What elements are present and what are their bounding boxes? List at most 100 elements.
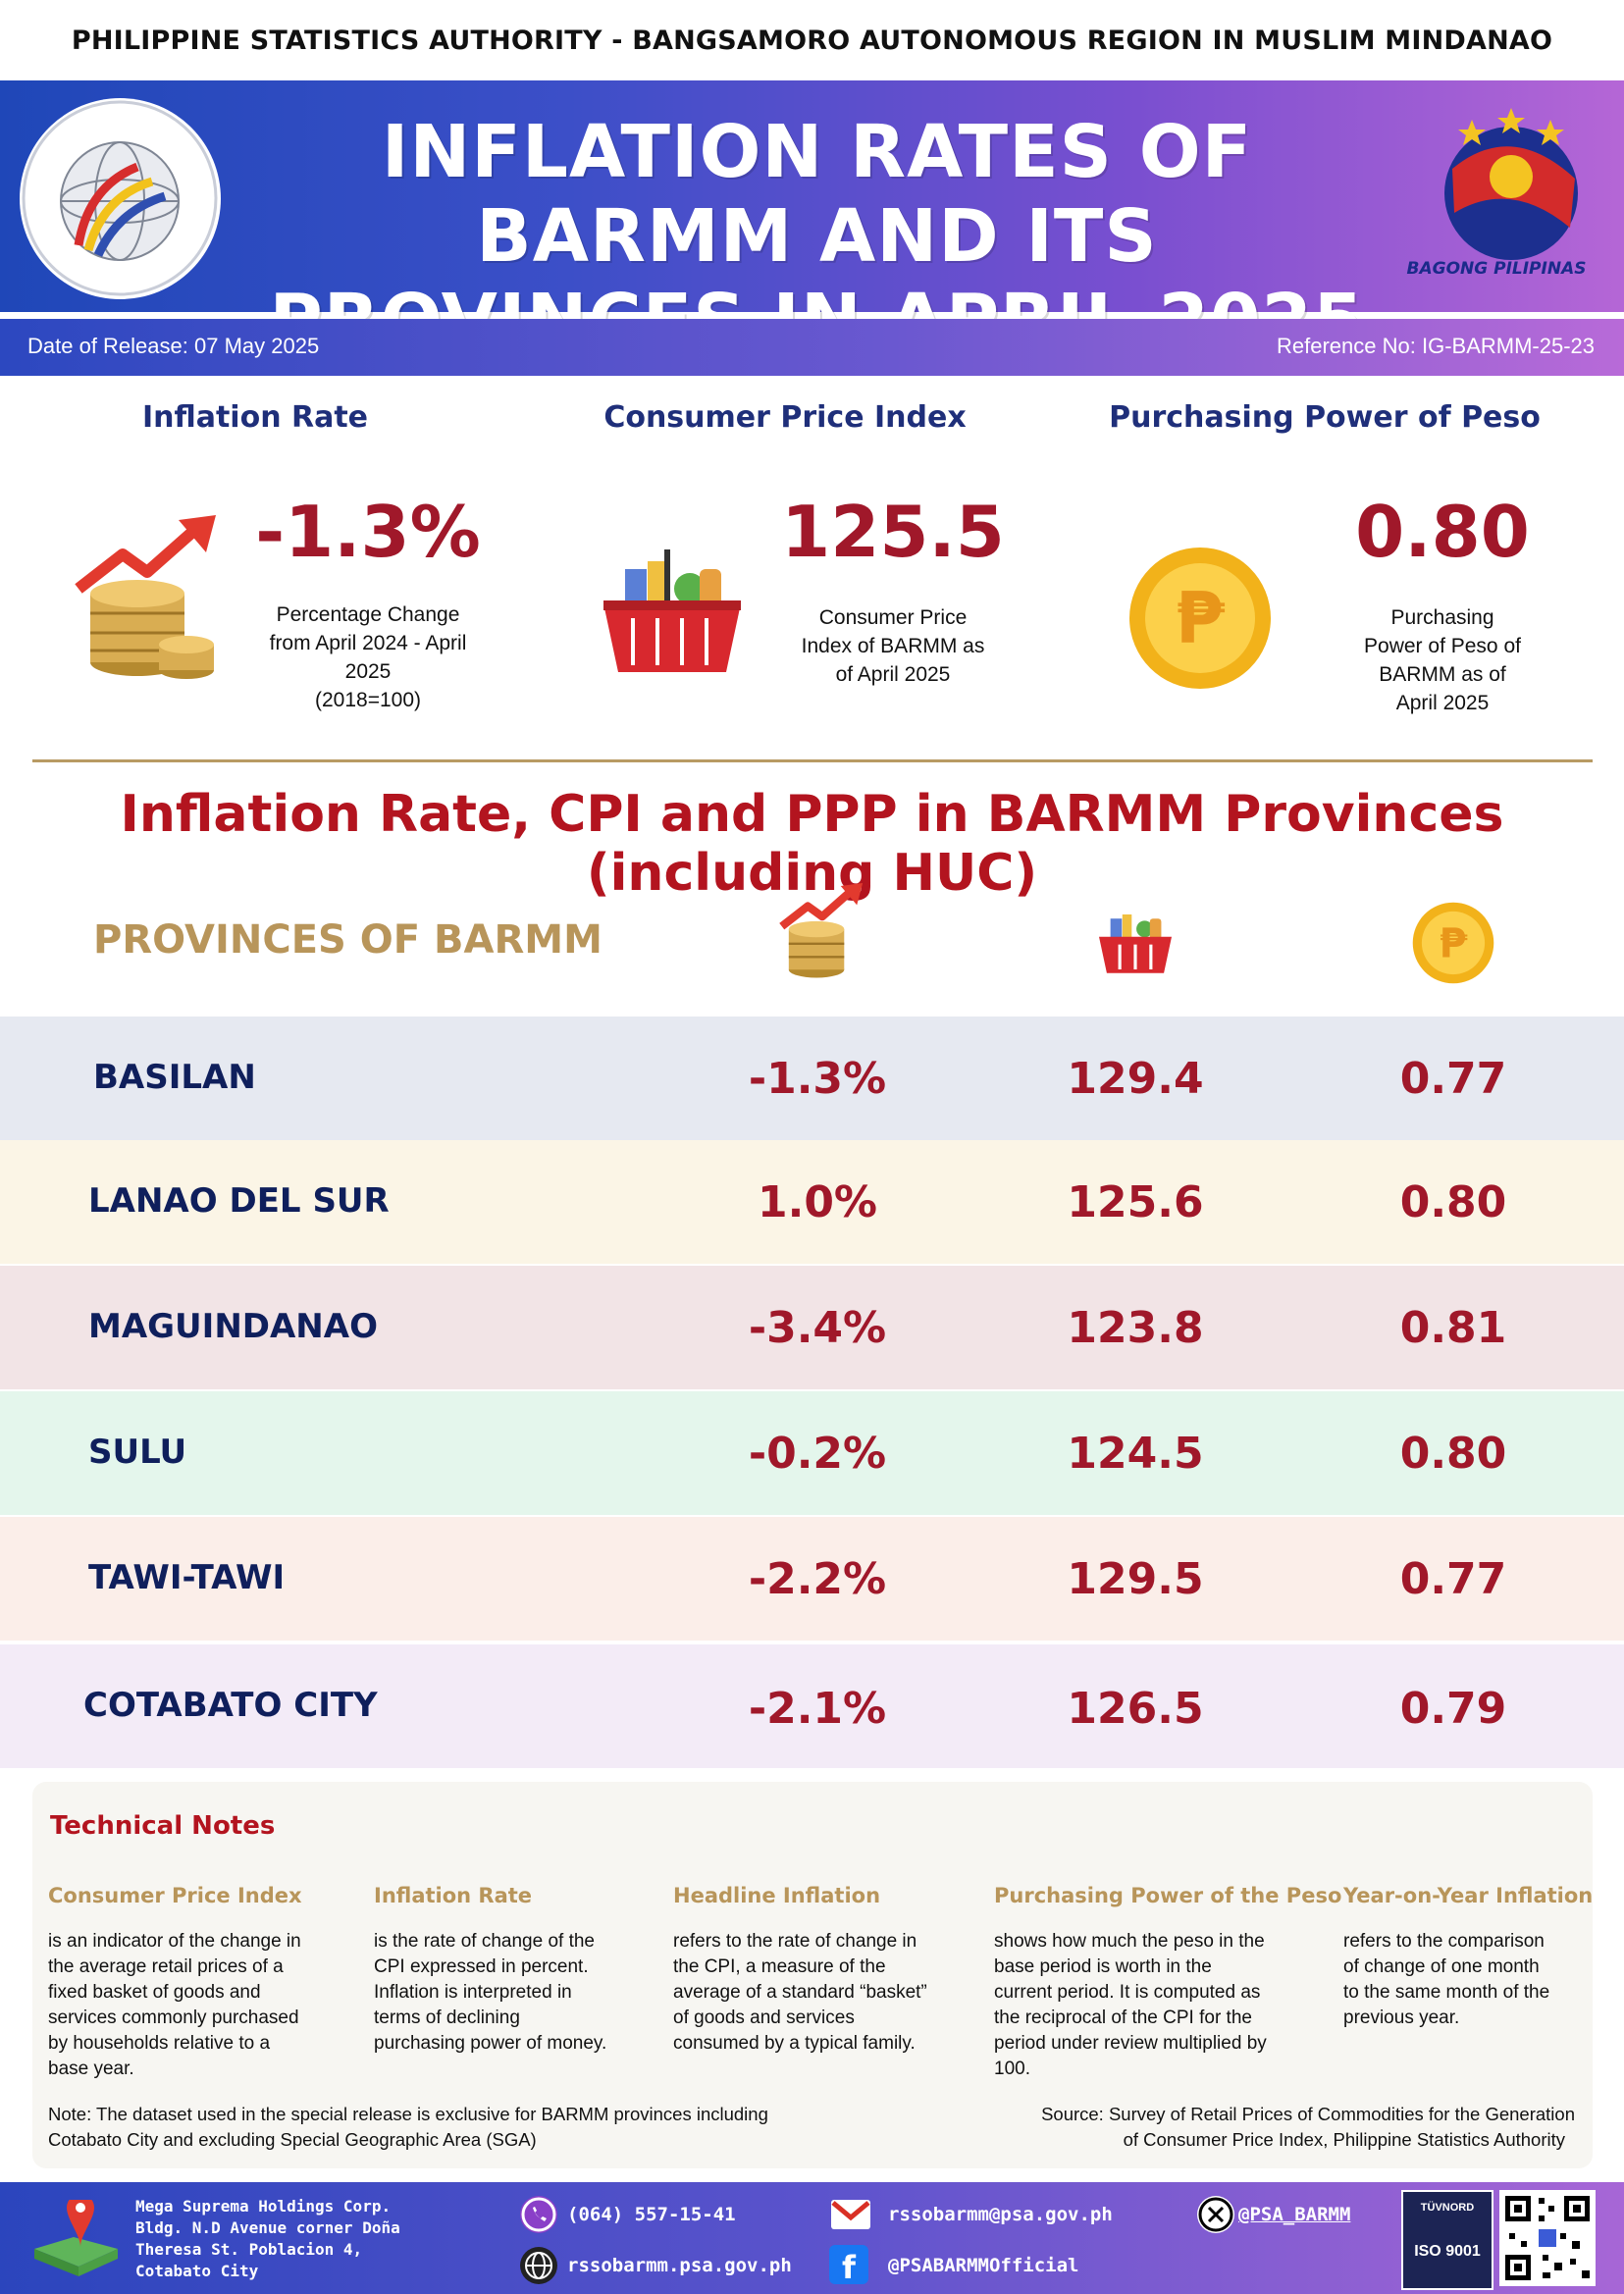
note-line: shows how much the peso in the (994, 1931, 1265, 1952)
ppp-desc-line: Purchasing (1390, 606, 1494, 629)
note-line: Inflation is interpreted in (374, 1982, 572, 2003)
note-heading: Purchasing Power of the Peso (994, 1884, 1342, 1907)
grocery-basket-icon (603, 549, 741, 677)
release-date: Date of Release: 07 May 2025 (27, 334, 320, 358)
psa-logo (20, 98, 221, 299)
table-row: COTABATO CITY -2.1% 126.5 0.79 (0, 1644, 1624, 1768)
website-link[interactable]: rssobarmm.psa.gov.ph (567, 2255, 792, 2276)
cpi-desc-line: Consumer Price (818, 606, 968, 629)
cpi-cell: 129.4 (1067, 1054, 1204, 1104)
headline-line-1: INFLATION RATES OF BARMM AND ITS (381, 110, 1253, 279)
cpi-cell: 124.5 (1067, 1429, 1204, 1479)
cpi-cell: 129.5 (1067, 1554, 1204, 1604)
province-name: SULU (88, 1433, 187, 1472)
divider (32, 759, 1593, 762)
note-body: refers to the comparison of change of one… (1343, 1929, 1579, 2031)
note-line: period under review multiplied by (994, 2033, 1267, 2054)
banner: INFLATION RATES OF BARMM AND ITS PROVINC… (0, 80, 1624, 363)
note-line: purchasing power of money. (374, 2033, 607, 2054)
note-line: Note: The dataset used in the special re… (48, 2104, 768, 2124)
inflation-desc-line: 2025 (344, 660, 392, 683)
cpi-desc-line: of April 2025 (835, 663, 951, 686)
svg-text:₱: ₱ (1176, 577, 1226, 659)
ppp-column-icon: ₱ (1411, 901, 1495, 985)
note-heading: Consumer Price Index (48, 1884, 302, 1907)
cpi-heading: Consumer Price Index (603, 400, 967, 435)
inflation-cell: -0.2% (748, 1429, 887, 1479)
note-line: consumed by a typical family. (673, 2033, 916, 2054)
ppp-desc-line: BARMM as of (1379, 663, 1506, 686)
note-body: refers to the rate of change in the CPI, … (673, 1929, 968, 2057)
email-address[interactable]: rssobarmm@psa.gov.ph (888, 2204, 1113, 2225)
phone-icon (520, 2196, 557, 2233)
ppp-desc-line: Power of Peso of (1364, 635, 1521, 657)
twitter-handle[interactable]: @PSA_BARMM (1238, 2204, 1351, 2225)
map-pin-icon (29, 2194, 123, 2278)
note-column: Consumer Price Index is an indicator of t… (48, 1884, 342, 2082)
province-name: MAGUINDANAO (88, 1307, 378, 1346)
facebook-icon: f (829, 2245, 868, 2286)
address-line: Bldg. N.D Avenue corner Doña (135, 2218, 400, 2237)
table-row: TAWI-TAWI -2.2% 129.5 0.77 (0, 1517, 1624, 1641)
table-title: Inflation Rate, CPI and PPP in BARMM Pro… (120, 785, 1504, 903)
bagong-pilipinas-logo (1413, 100, 1609, 296)
office-address: Mega Suprema Holdings Corp. Bldg. N.D Av… (135, 2196, 400, 2282)
cert-brand: TÜVNORD (1420, 2202, 1475, 2214)
province-name: LANAO DEL SUR (88, 1181, 390, 1221)
table-row: BASILAN -1.3% 129.4 0.77 (0, 1017, 1624, 1140)
reference-number: Reference No: IG-BARMM-25-23 (1277, 334, 1595, 358)
address-line: Theresa St. Poblacion 4, (135, 2240, 363, 2259)
phone-number[interactable]: (064) 557-15-41 (567, 2204, 736, 2225)
inflation-heading: Inflation Rate (141, 400, 369, 435)
psa-globe-icon (22, 100, 218, 296)
ppp-cell: 0.77 (1399, 1554, 1507, 1604)
note-line: services commonly purchased (48, 2007, 299, 2028)
cpi-desc-line: Index of BARMM as (801, 635, 985, 657)
inflation-cell: -1.3% (748, 1054, 887, 1104)
note-line: is an indicator of the change in (48, 1931, 301, 1952)
ppp-cell: 0.80 (1399, 1429, 1507, 1479)
agency-title: PHILIPPINE STATISTICS AUTHORITY - BANGSA… (71, 25, 1553, 56)
inflation-cell: 1.0% (757, 1177, 878, 1227)
note-line: previous year. (1343, 2007, 1460, 2028)
facebook-handle[interactable]: @PSABARMMOfficial (888, 2255, 1079, 2276)
svg-text:₱: ₱ (1440, 919, 1468, 966)
note-column: Inflation Rate is the rate of change of t… (374, 1884, 649, 2057)
note-line: base year. (48, 2059, 134, 2079)
inflation-desc-line: (2018=100) (314, 689, 421, 711)
provinces-header: PROVINCES OF BARMM (93, 917, 602, 963)
ppp-cell: 0.79 (1399, 1684, 1507, 1734)
table-row: MAGUINDANAO -3.4% 123.8 0.81 (0, 1266, 1624, 1389)
ppp-desc-line: April 2025 (1395, 692, 1490, 714)
province-name: BASILAN (93, 1058, 256, 1097)
inflation-cell: -3.4% (748, 1303, 887, 1353)
note-line: terms of declining (374, 2007, 520, 2028)
address-line: Cotabato City (135, 2262, 259, 2280)
ppp-heading: Purchasing Power of Peso (1109, 400, 1541, 435)
note-heading: Year-on-Year Inflation (1343, 1884, 1594, 1907)
note-body: shows how much the peso in the base perio… (994, 1929, 1308, 2082)
footer: Mega Suprema Holdings Corp. Bldg. N.D Av… (0, 2182, 1624, 2294)
note-line: the CPI, a measure of the (673, 1956, 886, 1977)
qr-code[interactable] (1499, 2190, 1596, 2286)
release-strip: Date of Release: 07 May 2025 Reference N… (0, 319, 1624, 376)
inflation-value: -1.3% (255, 491, 481, 573)
iso-label: ISO 9001 (1414, 2243, 1481, 2260)
address-line: Mega Suprema Holdings Corp. (135, 2197, 392, 2216)
note-line: of change of one month (1343, 1956, 1540, 1977)
cpi-cell: 125.6 (1067, 1177, 1204, 1227)
table-row: LANAO DEL SUR 1.0% 125.6 0.80 (0, 1140, 1624, 1264)
note-line: refers to the rate of change in (673, 1931, 917, 1952)
note-column: Year-on-Year Inflation refers to the comp… (1343, 1884, 1594, 2031)
ppp-cell: 0.81 (1399, 1303, 1507, 1353)
inflation-column-icon (775, 883, 864, 981)
note-heading: Inflation Rate (374, 1884, 533, 1907)
note-line: the reciprocal of the CPI for the (994, 2007, 1252, 2028)
source-line: Source: Survey of Retail Prices of Commo… (1041, 2104, 1575, 2124)
note-column: Headline Inflation refers to the rate of … (673, 1884, 968, 2057)
source-note: Source: Survey of Retail Prices of Commo… (1041, 2102, 1575, 2153)
cpi-description: Consumer Price Index of BARMM as of Apri… (770, 603, 1016, 689)
cpi-column-icon (1099, 908, 1172, 976)
cpi-value: 125.5 (781, 491, 1005, 573)
cpi-cell: 123.8 (1067, 1303, 1204, 1353)
